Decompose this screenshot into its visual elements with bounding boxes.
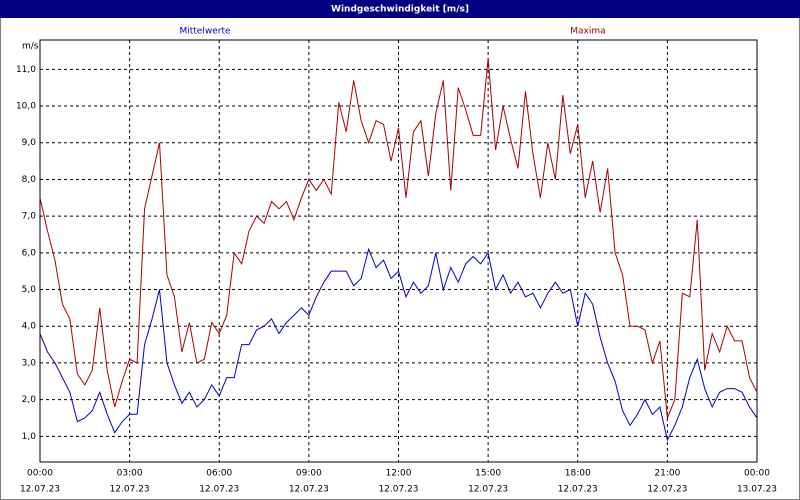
y-axis-label: m/s bbox=[22, 42, 39, 52]
x-tick-date: 12.07.23 bbox=[110, 485, 150, 495]
legend-entry: Maxima bbox=[570, 27, 605, 37]
x-tick-label: 15:00 bbox=[475, 469, 501, 479]
x-tick-label: 03:00 bbox=[117, 469, 143, 479]
y-tick-label: 4,0 bbox=[22, 322, 37, 332]
y-tick-label: 11,0 bbox=[16, 65, 36, 75]
y-tick-label: 7,0 bbox=[22, 212, 37, 222]
x-tick-label: 21:00 bbox=[654, 469, 680, 479]
x-tick-label: 00:00 bbox=[27, 469, 53, 479]
y-tick-label: 5,0 bbox=[22, 285, 37, 295]
x-tick-label: 06:00 bbox=[206, 469, 232, 479]
x-tick-date: 12.07.23 bbox=[558, 485, 598, 495]
x-tick-date: 12.07.23 bbox=[468, 485, 508, 495]
data-line bbox=[39, 58, 758, 419]
title-bar bbox=[0, 0, 800, 18]
y-tick-label: 3,0 bbox=[22, 358, 37, 368]
y-tick-label: 10,0 bbox=[16, 102, 36, 112]
legend-entry: Mittelwerte bbox=[179, 27, 230, 37]
y-tick-label: 6,0 bbox=[22, 248, 37, 258]
x-tick-date: 12.07.23 bbox=[199, 485, 239, 495]
x-tick-label: 18:00 bbox=[565, 469, 591, 479]
x-tick-date: 12.07.23 bbox=[289, 485, 329, 495]
x-tick-label: 12:00 bbox=[386, 469, 412, 479]
x-tick-date: 13.07.23 bbox=[737, 485, 777, 495]
data-line bbox=[39, 247, 758, 442]
y-tick-label: 1,0 bbox=[22, 432, 37, 442]
x-tick-date: 12.07.23 bbox=[647, 485, 687, 495]
chart-title: Windgeschwindigkeit [m/s] bbox=[331, 5, 469, 15]
x-tick-label: 09:00 bbox=[296, 469, 322, 479]
x-tick-label: 00:00 bbox=[744, 469, 770, 479]
y-tick-label: 2,0 bbox=[22, 395, 37, 405]
y-tick-label: 9,0 bbox=[22, 138, 37, 148]
x-tick-date: 12.07.23 bbox=[20, 485, 60, 495]
y-tick-label: 8,0 bbox=[22, 175, 37, 185]
x-tick-date: 12.07.23 bbox=[378, 485, 418, 495]
